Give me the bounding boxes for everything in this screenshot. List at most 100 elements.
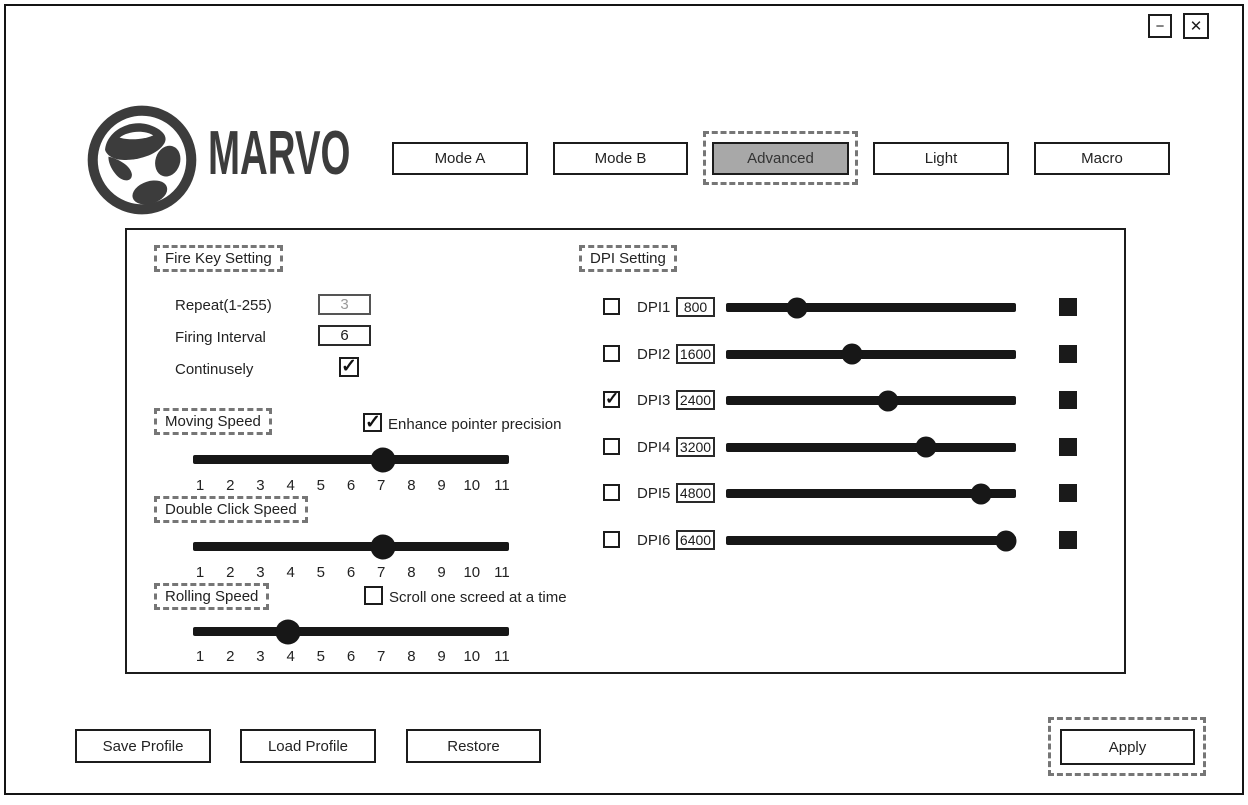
slider-tick-label: 2 xyxy=(226,648,235,665)
firing-interval-input[interactable]: 6 xyxy=(318,325,371,346)
tab-label: Advanced xyxy=(747,150,814,167)
dpi-slider-track[interactable] xyxy=(726,343,1016,365)
dpi-slider-handle[interactable] xyxy=(915,436,937,458)
tab-mode-b[interactable]: Mode B xyxy=(553,142,688,175)
double-click-speed-slider-handle[interactable] xyxy=(370,534,396,559)
dpi-slider-track[interactable] xyxy=(726,297,1016,318)
rolling-speed-title: Rolling Speed xyxy=(154,583,270,610)
slider-tick-label: 4 xyxy=(286,477,295,494)
dpi-slider-handle[interactable] xyxy=(995,530,1017,551)
dpi-value-input[interactable]: 3200 xyxy=(676,436,715,457)
minimize-button[interactable]: − xyxy=(1148,14,1172,38)
dpi-slider-handle[interactable] xyxy=(786,297,808,318)
dpi-value-input[interactable]: 4800 xyxy=(676,483,715,504)
restore-label: Restore xyxy=(447,737,500,755)
tab-mode-a[interactable]: Mode A xyxy=(392,142,528,175)
slider-tick-label: 5 xyxy=(316,477,326,494)
minimize-icon: − xyxy=(1155,17,1165,35)
scroll-one-screen-label: Scroll one screed at a time xyxy=(389,589,567,606)
dpi-slider-track[interactable] xyxy=(726,436,1016,458)
tab-label: Mode A xyxy=(434,150,486,167)
save-profile-button[interactable]: Save Profile xyxy=(75,729,211,763)
restore-button[interactable]: Restore xyxy=(406,729,541,763)
dpi-row: DPI6 6400 xyxy=(603,530,1078,551)
slider-tick-label: 6 xyxy=(346,477,356,494)
slider-tick-label: 9 xyxy=(437,648,446,665)
dpi-enable-checkbox[interactable] xyxy=(603,298,620,315)
slider-tick-label: 10 xyxy=(463,477,481,494)
dpi-enable-checkbox[interactable] xyxy=(603,389,620,409)
slider-tick-label: 11 xyxy=(494,564,510,581)
slider-tick-label: 4 xyxy=(286,648,295,665)
double-click-speed-slider-track[interactable] xyxy=(193,534,509,559)
load-profile-button[interactable]: Load Profile xyxy=(240,729,376,763)
double-click-speed-scale: 1 2 3 4 5 6 7 8 9 10 11 xyxy=(185,564,517,581)
tab-label: Macro xyxy=(1081,150,1123,167)
rolling-speed-slider-track[interactable] xyxy=(193,619,509,644)
slider-tick-label: 7 xyxy=(377,648,386,665)
close-icon: ✕ xyxy=(1189,17,1203,35)
dpi-enable-checkbox[interactable] xyxy=(603,344,620,362)
slider-tick-label: 10 xyxy=(463,564,481,581)
slider-tick-label: 1 xyxy=(195,564,205,581)
dpi-label: DPI2 xyxy=(637,345,671,363)
slider-tick-label: 9 xyxy=(437,564,446,581)
dpi-color-swatch[interactable] xyxy=(1059,391,1077,410)
dpi-label: DPI4 xyxy=(637,438,671,456)
close-button[interactable]: ✕ xyxy=(1183,13,1209,39)
slider-tick-label: 2 xyxy=(226,477,235,494)
slider-tick-label: 1 xyxy=(195,648,205,665)
dpi-color-swatch[interactable] xyxy=(1059,484,1077,503)
dpi-value-input[interactable]: 800 xyxy=(676,297,715,317)
dpi-color-swatch[interactable] xyxy=(1059,344,1077,363)
dpi-color-swatch[interactable] xyxy=(1059,437,1077,456)
slider-tick-label: 11 xyxy=(494,477,510,494)
tab-label: Light xyxy=(924,150,958,167)
load-profile-label: Load Profile xyxy=(267,737,349,755)
dpi-slider-handle[interactable] xyxy=(970,483,992,505)
slider-tick-label: 1 xyxy=(195,477,205,494)
dpi-row: DPI1 800 xyxy=(603,297,1078,318)
enhance-pointer-precision-checkbox[interactable] xyxy=(363,411,382,434)
apply-label: Apply xyxy=(1108,738,1147,756)
slider-tick-label: 8 xyxy=(407,564,416,581)
dpi-label: DPI5 xyxy=(637,485,671,503)
slider-tick-label: 3 xyxy=(256,564,265,581)
dpi-value-input[interactable]: 1600 xyxy=(676,343,715,364)
apply-button[interactable]: Apply xyxy=(1060,729,1195,765)
rolling-speed-slider-handle[interactable] xyxy=(275,619,301,644)
dpi-enable-checkbox[interactable] xyxy=(603,437,620,455)
dpi-slider-track[interactable] xyxy=(726,483,1016,505)
dpi-label: DPI3 xyxy=(637,392,671,410)
dpi-value-input[interactable]: 2400 xyxy=(676,390,715,411)
dpi-slider-handle[interactable] xyxy=(877,390,899,412)
dpi-slider-handle[interactable] xyxy=(841,343,863,365)
moving-speed-slider-track[interactable] xyxy=(193,447,509,472)
dpi-enable-checkbox[interactable] xyxy=(603,484,620,502)
rolling-speed-scale: 1 2 3 4 5 6 7 8 9 10 11 xyxy=(185,648,517,665)
slider-tick-label: 3 xyxy=(256,648,265,665)
dpi-color-swatch[interactable] xyxy=(1059,298,1077,316)
dpi-slider-track[interactable] xyxy=(726,390,1016,412)
dpi-row: DPI3 2400 xyxy=(603,389,1078,412)
fire-key-setting-title: Fire Key Setting xyxy=(154,245,283,272)
tab-advanced[interactable]: Advanced xyxy=(712,142,849,175)
tab-light[interactable]: Light xyxy=(873,142,1009,175)
settings-panel xyxy=(125,228,1126,674)
firing-interval-label: Firing Interval xyxy=(175,329,266,346)
slider-tick-label: 5 xyxy=(316,648,326,665)
continuously-checkbox[interactable] xyxy=(339,355,359,378)
dpi-color-swatch[interactable] xyxy=(1059,531,1077,549)
scroll-one-screen-checkbox[interactable] xyxy=(364,586,383,605)
dpi-row: DPI4 3200 xyxy=(603,436,1078,458)
dpi-slider-track[interactable] xyxy=(726,530,1017,551)
moving-speed-slider-handle[interactable] xyxy=(370,447,396,472)
tab-macro[interactable]: Macro xyxy=(1034,142,1170,175)
dpi-label: DPI6 xyxy=(637,532,671,549)
slider-tick-label: 2 xyxy=(226,564,235,581)
moving-speed-title: Moving Speed xyxy=(154,408,272,435)
repeat-input[interactable]: 3 xyxy=(318,294,371,315)
dpi-enable-checkbox[interactable] xyxy=(603,531,620,548)
slider-tick-label: 7 xyxy=(377,564,386,581)
dpi-value-input[interactable]: 6400 xyxy=(676,530,715,550)
